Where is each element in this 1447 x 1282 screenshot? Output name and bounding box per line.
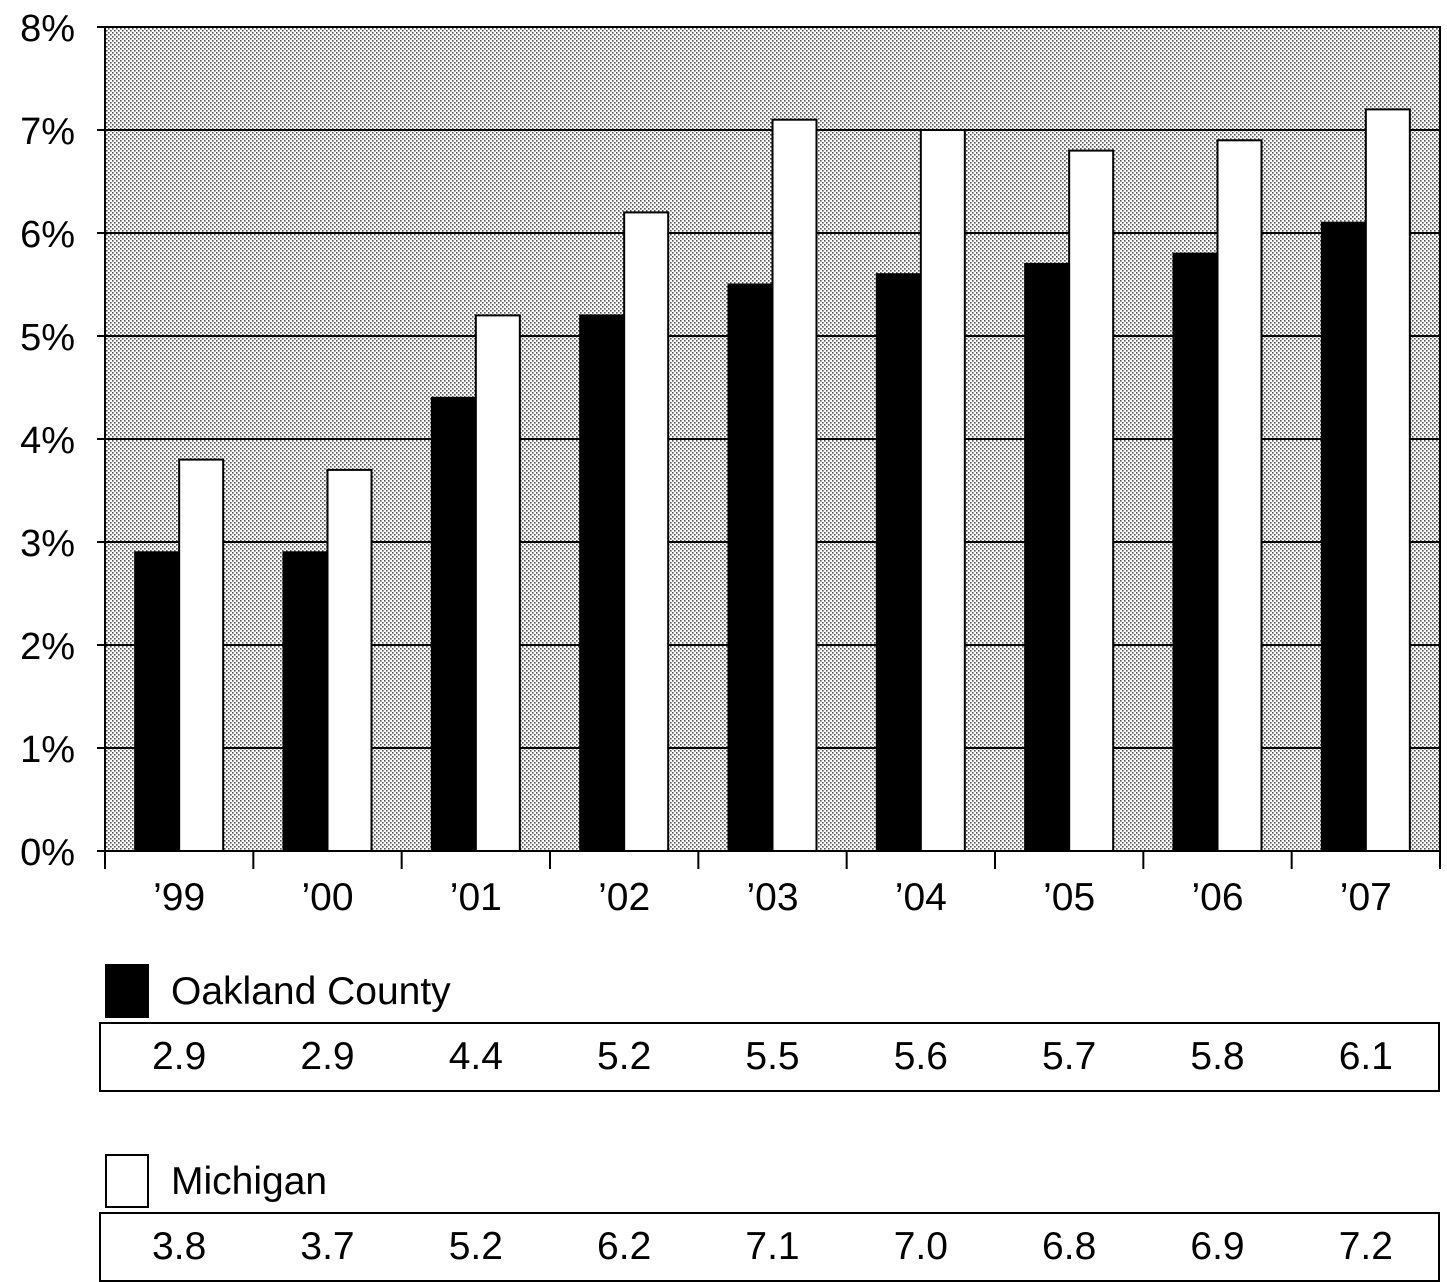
y-tick-label: 4% [20, 420, 75, 462]
bar-michigan [326, 468, 373, 852]
legend-label-michigan: Michigan [171, 1159, 328, 1203]
bar-michigan [771, 118, 818, 852]
bar-oakland-county [1024, 262, 1071, 852]
data-label-michigan: 7.1 [745, 1225, 800, 1268]
data-label-michigan: 6.2 [597, 1225, 652, 1268]
bar-michigan [919, 129, 966, 852]
x-tick-label: ’01 [450, 876, 502, 919]
x-tick-label: ’00 [301, 876, 353, 919]
bar-michigan [1216, 139, 1263, 853]
y-tick-label: 2% [20, 626, 75, 668]
bar-oakland-county [282, 551, 329, 852]
bar-oakland-county [727, 283, 774, 852]
y-tick-label: 7% [20, 111, 75, 153]
y-tick-label: 0% [20, 832, 75, 874]
data-label-oakland-county: 5.2 [597, 1035, 652, 1078]
data-label-michigan: 6.9 [1190, 1225, 1245, 1268]
bar-oakland-county [430, 396, 477, 852]
x-tick-label: ’05 [1043, 876, 1095, 919]
bar-oakland-county [134, 551, 181, 852]
value-table-michigan: 3.8 3.7 5.2 6.2 7.1 7.0 6.8 6.9 7.2 [99, 1212, 1440, 1282]
bar-michigan [178, 458, 225, 852]
bar-michigan [1364, 108, 1411, 852]
y-tick-label: 8% [20, 8, 75, 50]
bar-oakland-county [875, 273, 922, 852]
data-label-michigan: 3.8 [152, 1225, 207, 1268]
x-tick-label: ’04 [895, 876, 947, 919]
x-tick-label: ’99 [153, 876, 205, 919]
x-tick-label: ’02 [598, 876, 650, 919]
data-label-oakland-county: 2.9 [300, 1035, 355, 1078]
y-axis: 0% 1% 2% 3% 4% 5% 6% 7% 8% [20, 8, 105, 874]
legend-swatch-oakland-county [105, 964, 149, 1018]
x-tick-label: ’03 [746, 876, 798, 919]
bar-michigan [623, 211, 670, 852]
y-tick-label: 6% [20, 214, 75, 256]
data-label-michigan: 7.0 [893, 1225, 948, 1268]
data-label-michigan: 3.7 [300, 1225, 355, 1268]
bar-oakland-county [579, 314, 626, 852]
x-axis: ’99 ’00 ’01 ’02 ’03 ’04 ’05 ’06 ’07 [104, 851, 1441, 919]
legend-oakland-county: Oakland County [105, 963, 451, 1019]
data-label-michigan: 7.2 [1338, 1225, 1393, 1268]
bar-oakland-county [1172, 252, 1219, 853]
value-table-oakland-county: 2.9 2.9 4.4 5.2 5.5 5.6 5.7 5.8 6.1 [99, 1022, 1440, 1092]
y-tick-label: 1% [20, 729, 75, 771]
x-tick-label: ’06 [1191, 876, 1243, 919]
bar-michigan [1068, 149, 1115, 853]
y-tick-label: 5% [20, 317, 75, 359]
bar-oakland-county [1320, 221, 1367, 852]
data-label-michigan: 6.8 [1042, 1225, 1097, 1268]
data-label-oakland-county: 5.5 [745, 1035, 800, 1078]
data-label-oakland-county: 5.7 [1042, 1035, 1097, 1078]
legend-swatch-michigan [105, 1154, 149, 1208]
legend-label-oakland-county: Oakland County [171, 969, 451, 1013]
data-label-oakland-county: 6.1 [1338, 1035, 1393, 1078]
bar-chart: 0% 1% 2% 3% 4% 5% 6% 7% 8% ’99 ’00 ’01 ’02 ’03 ’04 ’05… [20, 8, 1441, 919]
y-tick-label: 3% [20, 523, 75, 565]
data-label-oakland-county: 5.6 [893, 1035, 948, 1078]
data-label-oakland-county: 5.8 [1190, 1035, 1245, 1078]
data-label-michigan: 5.2 [448, 1225, 503, 1268]
bar-michigan [474, 314, 521, 852]
legend-michigan: Michigan [105, 1153, 327, 1209]
x-tick-label: ’07 [1340, 876, 1392, 919]
data-label-oakland-county: 2.9 [152, 1035, 207, 1078]
data-label-oakland-county: 4.4 [448, 1035, 503, 1078]
